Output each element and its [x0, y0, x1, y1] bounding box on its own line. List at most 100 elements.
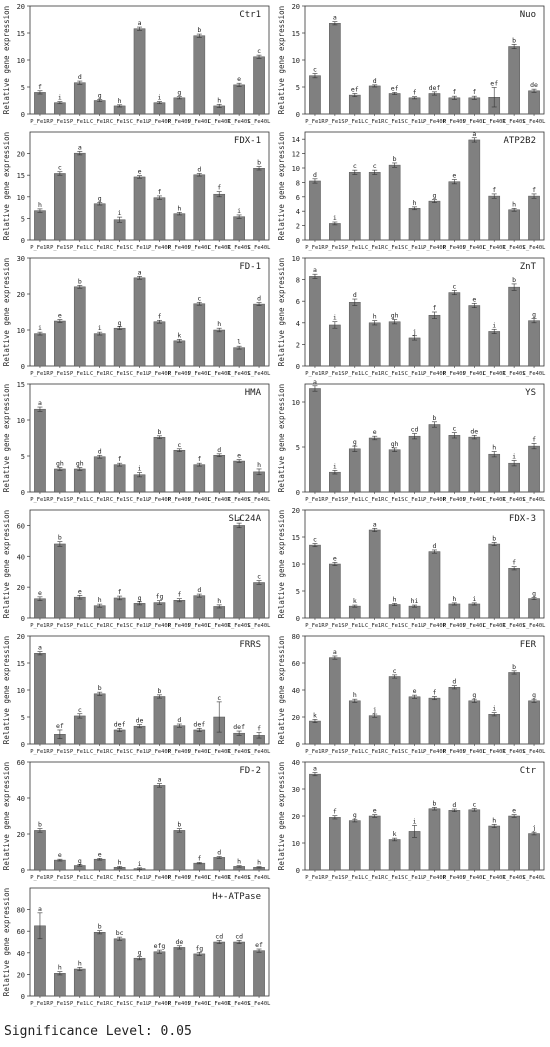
chart-panel-fd-1: 0 10 20 30 Relative gene expression FD-1 i P_Fe… — [2, 255, 270, 377]
bar — [93, 100, 106, 115]
bar — [309, 276, 321, 367]
x-tick-label: P_Fe40S — [168, 497, 191, 503]
significance-letter: d — [353, 291, 357, 299]
significance-letter: d — [177, 716, 181, 724]
x-tick-label: P_Fe1S — [50, 371, 69, 377]
x-tick-label: C_Fe40R — [208, 749, 231, 755]
x-tick-label: P_Fe1R — [305, 875, 325, 881]
significance-letter: l — [237, 338, 241, 346]
significance-letter: g — [98, 194, 102, 202]
x-tick-label: P_Fe40S — [443, 623, 466, 629]
bar — [93, 333, 106, 367]
plot-frame — [29, 761, 270, 871]
y-tick-label: 40 — [292, 687, 300, 695]
x-tick-label: P_Fe1L — [345, 245, 364, 251]
significance-letter: e — [373, 428, 377, 436]
significance-letter: de — [136, 717, 144, 725]
x-tick-label: P_Fe1L — [345, 623, 364, 629]
x-tick-label: C_Fe1S — [110, 245, 129, 251]
bar — [488, 714, 501, 745]
chart-title: ATP2B2 — [503, 136, 536, 146]
y-tick-label: 20 — [292, 813, 300, 821]
bar — [309, 773, 321, 871]
y-tick-label: 15 — [17, 660, 25, 668]
significance-letter: f — [157, 188, 161, 196]
bar — [73, 715, 86, 745]
x-tick-label: C_Fe1L — [130, 749, 149, 755]
x-tick-label: P_Fe1L — [70, 749, 89, 755]
y-tick-label: 10 — [292, 165, 300, 173]
significance-letter: d — [197, 165, 201, 173]
x-tick-label: C_Fe40L — [523, 623, 546, 629]
bar — [508, 209, 520, 241]
significance-letter: j — [413, 328, 417, 336]
x-tick-label: C_Fe40R — [208, 623, 231, 629]
plot-frame — [29, 887, 270, 997]
significance-letter: h — [118, 858, 122, 866]
chart-panel-fd-2: 0 20 40 60 Relative gene expression FD-2 b P_Fe… — [2, 759, 270, 881]
x-tick-label: C_Fe40R — [483, 245, 506, 251]
x-tick-label: P_Fe1L — [345, 749, 364, 755]
bar — [508, 286, 520, 367]
x-tick-label: P_Fe1S — [50, 1001, 69, 1007]
bar — [468, 700, 481, 745]
bar — [508, 568, 520, 619]
bar — [133, 277, 146, 367]
x-tick-label: P_Fe40R — [423, 749, 446, 755]
significance-letter: b — [197, 26, 201, 34]
significance-letter: g — [177, 89, 181, 97]
x-tick-label: P_Fe1R — [30, 497, 50, 503]
significance-letter: i — [38, 324, 42, 332]
chart-title: YS — [525, 388, 536, 398]
chart-panel-hma: 0 5 10 15 Relative gene expression HMA a P_Fe1R… — [2, 381, 270, 503]
bar — [348, 448, 361, 493]
x-tick-label: P_Fe1R — [30, 245, 50, 251]
x-tick-label: P_Fe40L — [463, 119, 486, 125]
plot-frame — [304, 509, 545, 619]
significance-letter: fg — [156, 593, 164, 601]
x-tick-label: C_Fe40L — [248, 245, 271, 251]
x-tick-label: P_Fe1L — [70, 119, 89, 125]
bar — [528, 700, 540, 745]
x-tick-label: C_Fe1R — [365, 623, 385, 629]
bar — [528, 320, 540, 367]
y-tick-label: 8 — [296, 179, 300, 187]
x-tick-label: C_Fe1L — [130, 119, 149, 125]
significance-letter: c — [472, 800, 476, 808]
x-tick-label: C_Fe1S — [110, 119, 129, 125]
x-tick-label: C_Fe40R — [483, 497, 506, 503]
significance-letter: c — [393, 667, 397, 675]
significance-letter: e — [58, 851, 62, 859]
significance-letter: a — [313, 266, 317, 274]
x-tick-label: P_Fe1R — [30, 371, 50, 377]
significance-letter: h — [257, 859, 261, 867]
significance-letter: e — [38, 589, 42, 597]
x-tick-label: P_Fe1L — [70, 497, 89, 503]
bar — [34, 653, 46, 745]
significance-letter: j — [532, 824, 536, 832]
significance-letter: de — [530, 81, 538, 89]
chart-title: FDX-1 — [234, 136, 261, 146]
x-tick-label: C_Fe40R — [208, 119, 231, 125]
bar — [448, 810, 461, 871]
x-tick-label: P_Fe1R — [305, 371, 325, 377]
bar — [528, 445, 540, 493]
y-tick-label: 6 — [296, 194, 300, 202]
significance-letter: e — [58, 312, 62, 320]
y-axis-label: Relative gene expression — [2, 6, 11, 114]
x-tick-label: C_Fe40S — [228, 497, 251, 503]
significance-letter: d — [313, 171, 317, 179]
significance-letter: e — [237, 452, 241, 460]
chart-title: Nuo — [520, 10, 536, 20]
bar — [488, 453, 501, 493]
significance-letter: f — [432, 304, 436, 312]
significance-letter: h — [98, 596, 102, 604]
chart-panel-frrs: 0 5 10 15 20 Relative gene expression FRRS a P_F… — [2, 633, 270, 755]
x-tick-label: P_Fe40S — [443, 245, 466, 251]
significance-letter: g — [472, 691, 476, 699]
x-tick-label: C_Fe1R — [365, 497, 385, 503]
bar — [348, 820, 361, 871]
chart-panel-fdx-3: 0 5 10 15 20 Relative gene expression FDX-3 c P_… — [277, 507, 545, 629]
significance-letter: a — [472, 130, 476, 138]
significance-letter: gh — [56, 460, 64, 468]
